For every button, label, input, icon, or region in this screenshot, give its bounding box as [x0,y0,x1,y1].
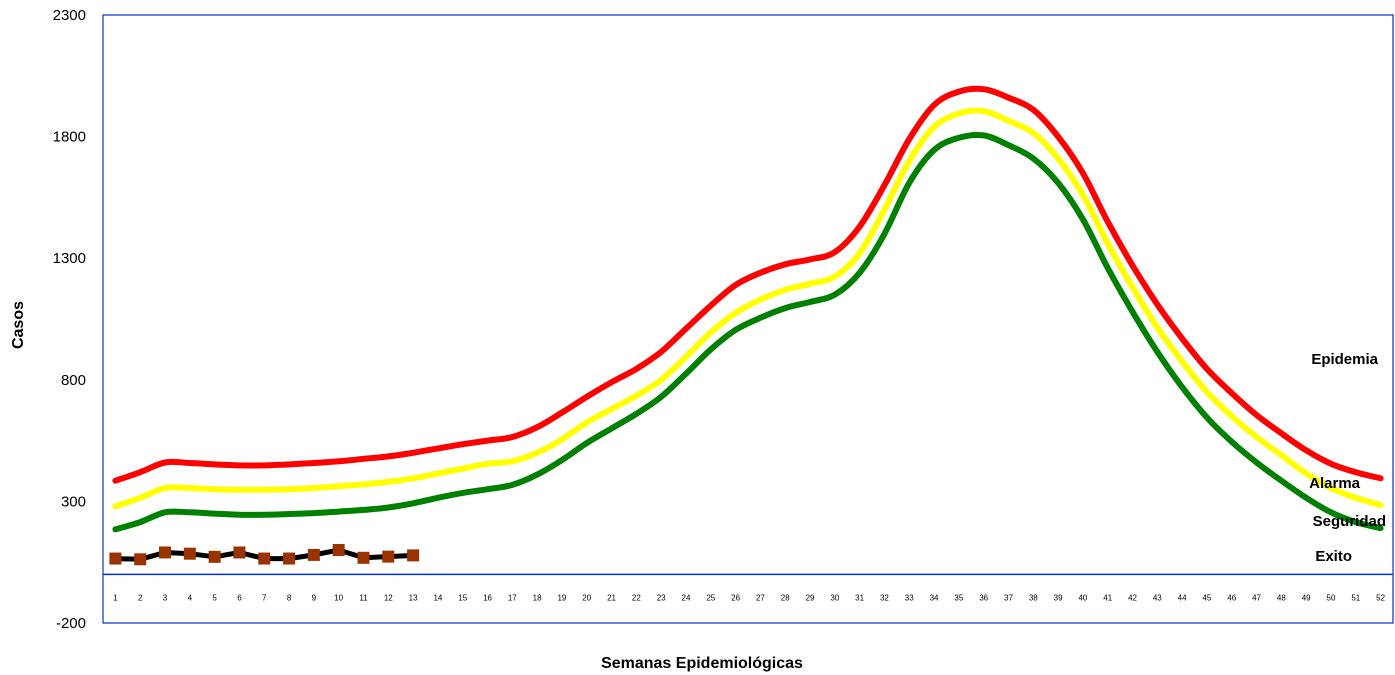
data-point-exito [183,547,196,560]
x-tick-label: 3 [163,593,168,602]
x-tick-label: 11 [359,593,368,602]
data-point-exito [382,550,395,563]
x-axis-ticks: 1 2 3 4 5 6 7 8 9 10 11 12 13 14 15 16 17 18 19 20 21 22 23 24 2… [113,593,1385,602]
series-lines [112,85,1384,562]
x-tick-label: 23 [657,593,666,602]
x-tick-label: 40 [1078,593,1087,602]
y-tick-label: 2300 [53,7,86,24]
x-tick-label: 30 [830,593,839,602]
x-tick-label: 15 [458,593,467,602]
x-tick-label: 44 [1178,593,1187,602]
x-tick-label: 7 [262,593,267,602]
data-point-exito [208,550,221,563]
y-axis-label: Casos [10,301,27,349]
x-tick-label: 51 [1351,593,1360,602]
x-tick-label: 39 [1054,593,1063,602]
series-line-alarma [112,107,1384,510]
x-tick-label: 10 [334,593,343,602]
x-tick-label: 27 [756,593,765,602]
x-tick-label: 52 [1376,593,1385,602]
x-tick-label: 26 [731,593,740,602]
zone-label-seguridad: Seguridad [1313,513,1386,530]
x-tick-label: 45 [1202,593,1211,602]
x-tick-label: 32 [880,593,889,602]
y-tick-label: 1300 [53,250,86,267]
y-tick-label: 800 [61,372,86,389]
x-tick-label: 14 [433,593,442,602]
x-tick-label: 6 [237,593,242,602]
y-axis-ticks: -200 300 800 1300 1800 2300 [53,7,86,632]
plot-frame [102,14,1394,624]
x-tick-label: 8 [287,593,292,602]
x-tick-label: 48 [1277,593,1286,602]
x-tick-label: 33 [905,593,914,602]
x-tick-label: 43 [1153,593,1162,602]
x-tick-label: 1 [113,593,118,602]
zone-label-alarma: Alarma [1309,475,1361,492]
x-tick-label: 47 [1252,593,1261,602]
x-tick-label: 17 [508,593,517,602]
data-point-exito [109,552,122,565]
series-line-seguridad [112,131,1384,533]
x-tick-label: 31 [855,593,864,602]
x-tick-label: 41 [1103,593,1112,602]
y-tick-label: -200 [56,615,86,632]
x-tick-label: 35 [954,593,963,602]
series-markers [109,544,420,566]
x-tick-label: 13 [409,593,418,602]
zone-label-exito: Exito [1315,548,1352,565]
x-tick-label: 12 [384,593,393,602]
y-tick-label: 300 [61,493,86,510]
data-point-exito [159,546,172,559]
x-tick-label: 16 [483,593,492,602]
x-tick-label: 36 [979,593,988,602]
x-tick-label: 25 [706,593,715,602]
data-point-exito [258,552,271,565]
data-point-exito [357,551,370,564]
x-tick-label: 4 [188,593,193,602]
data-point-exito [283,552,296,565]
data-point-exito [332,544,345,557]
x-tick-label: 38 [1029,593,1038,602]
x-tick-label: 24 [682,593,691,602]
x-tick-label: 28 [781,593,790,602]
data-point-exito [307,548,320,561]
x-tick-label: 18 [533,593,542,602]
x-tick-label: 21 [607,593,616,602]
x-tick-label: 42 [1128,593,1137,602]
x-axis-label: Semanas Epidemiológicas [601,655,803,672]
series-line-epidemia [112,85,1384,484]
x-tick-label: 37 [1004,593,1013,602]
data-point-exito [233,546,246,559]
x-tick-label: 29 [806,593,815,602]
x-tick-label: 5 [212,593,217,602]
x-tick-label: 9 [312,593,317,602]
x-tick-label: 49 [1302,593,1311,602]
x-tick-label: 22 [632,593,641,602]
y-tick-label: 1800 [53,129,86,146]
x-tick-label: 50 [1327,593,1336,602]
data-point-exito [407,549,420,562]
x-tick-label: 19 [557,593,566,602]
x-tick-label: 34 [930,593,939,602]
x-tick-label: 20 [582,593,591,602]
x-tick-label: 46 [1227,593,1236,602]
x-tick-label: 2 [138,593,143,602]
data-point-exito [134,553,147,566]
zone-label-epidemia: Epidemia [1311,351,1378,368]
